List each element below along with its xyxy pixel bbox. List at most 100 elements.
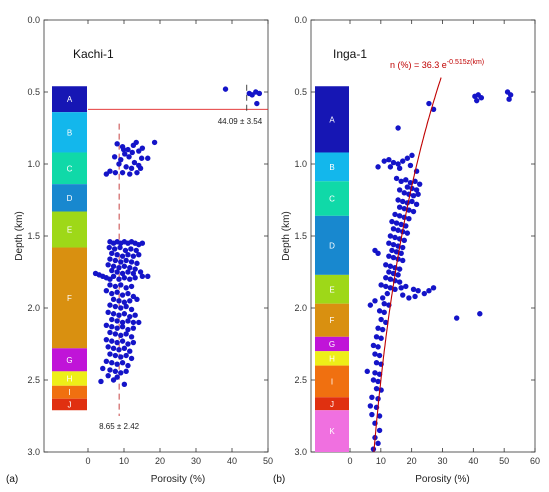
p2-xtick-label: 50 [499,456,509,466]
p1-unit-label-a: A [67,95,73,104]
p2-data-point [395,227,401,233]
p1-data-point [134,169,140,176]
p2-data-point [412,293,418,300]
p2-unit-h [315,351,349,366]
p1-unit-e [52,211,87,248]
p2-data-point [392,211,398,218]
p2-unit-label-c: C [329,195,335,204]
p1-data-point [105,309,111,316]
p2-data-point [403,177,409,183]
p2-data-point [381,309,387,316]
p1-data-point [100,365,106,372]
p2-data-point [378,282,384,288]
p2-data-point [370,377,377,383]
p2-panel-label: (b) [273,474,285,485]
p2-data-point [378,316,384,323]
p1-data-point [120,146,127,153]
p1-data-point [109,360,115,366]
p1-data-point [118,282,124,288]
p2-data-point [396,204,403,210]
p2-data-point [396,279,403,285]
p1-data-point [111,246,118,252]
p1-data-point [127,171,133,177]
p2-unit-label-d: D [329,241,335,250]
p1-data-point [116,276,122,282]
p1-unit-label-c: C [67,164,73,173]
p2-data-point [372,298,378,304]
p1-data-point [112,257,119,264]
p1-data-point [114,339,120,346]
p1-data-point [125,290,131,297]
p2-data-point [373,360,380,366]
p1-data-point [118,332,124,339]
p2-ytick-label: 0.0 [294,15,307,25]
p1-data-point [121,311,128,317]
p1-data-point [130,319,137,326]
p2-data-point [403,223,409,229]
p2-data-point [386,240,392,246]
p1-data-point [128,334,135,340]
p2-data-point [409,152,415,159]
p1-data-point [116,298,122,304]
p1-data-point [133,139,139,146]
p2-data-point [384,290,391,297]
p1-xtick-label: 40 [227,456,237,466]
p1-data-point [105,262,111,268]
p2-xtick-label: 30 [437,456,447,466]
p1-data-point [103,171,110,177]
p1-data-point [132,266,138,272]
p2-data-point [395,125,401,131]
p1-data-point [136,319,142,326]
p2-data-point [398,221,404,228]
p1-unit-label-j: J [68,400,72,409]
p1-unit-j [52,398,87,411]
p1-data-point [107,329,113,336]
p2-data-point [390,241,397,248]
p1-data-point [125,326,131,333]
p1-unit-a [52,86,87,113]
p1-data-point [119,338,126,344]
p1-data-point [98,378,104,385]
p2-data-point [507,92,514,98]
p2-data-point [390,226,397,232]
p1-data-point [112,331,119,337]
p1-data-point [121,263,128,269]
p2-data-point [387,164,394,170]
p1-data-point [136,148,142,154]
p2-data-point [387,263,394,269]
p1-data-point [110,273,117,280]
p1-data-point [114,361,120,367]
p1-data-point [107,282,113,288]
p1-data-point [112,283,119,290]
p2-ytick-label: 2.0 [294,303,307,313]
p1-xtick-label: 20 [155,456,165,466]
p2-data-point [393,175,400,182]
p1-data-point [112,169,119,176]
p1-data-point [128,259,135,265]
p2-data-point [392,277,398,284]
p1-data-point [116,161,122,167]
p2-data-point [400,244,406,251]
p1-data-point [109,316,115,323]
p1-unit-label-e: E [67,226,72,235]
p1-data-point [125,269,131,275]
p1-ytick-label: 1.5 [27,231,40,241]
p2-data-point [400,257,406,264]
p1-y-axis-label: Depth (km) [14,211,25,260]
p1-data-point [109,290,115,297]
p1-xtick-label: 30 [191,456,201,466]
p1-x-axis-label: Porosity (%) [151,474,205,485]
p1-data-point [107,351,113,357]
p1-data-point [116,312,122,318]
p2-unit-label-b: B [329,163,334,172]
p2-data-point [396,266,403,272]
p2-data-point [376,427,383,434]
p1-data-point [121,299,128,305]
p2-ytick-label: 0.5 [294,87,307,97]
p1-data-point [103,358,110,364]
p1-data-point [139,240,146,246]
p1-data-point [119,169,126,176]
p2-unit-label-a: A [329,115,335,124]
p2-data-point [375,325,381,331]
p2-data-point [401,237,407,244]
